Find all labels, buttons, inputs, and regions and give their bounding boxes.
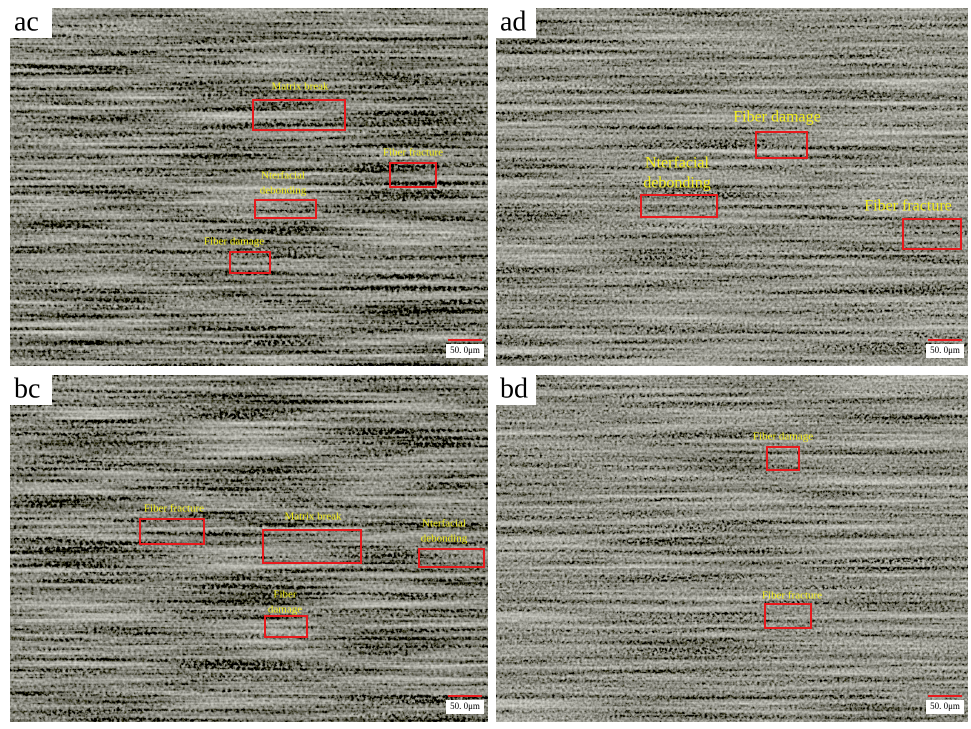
annotation-label: Fiber damage: [204, 236, 264, 248]
scale-bar-label: 50. 0μm: [930, 701, 960, 711]
annotation-label: Matrix break: [271, 81, 329, 93]
micrograph: [496, 8, 968, 366]
annotation-label: debonding: [260, 185, 307, 197]
annotation-label: Nterfacial: [261, 170, 305, 182]
figure: ac Matrix break Fiber fracture Nterfacial de…: [0, 0, 971, 729]
annotation-label: debonding: [643, 175, 711, 192]
scale-bar-label: 50. 0μm: [450, 701, 480, 711]
scale-bar-label: 50. 0μm: [930, 345, 960, 355]
annotation-label: Fiber fracture: [383, 147, 443, 159]
micrograph-panel: ac Matrix break Fiber fracture Nterfacial de…: [10, 6, 488, 366]
annotation-label: Nterfacial: [422, 518, 466, 530]
annotation-label: Fiber fracture: [144, 503, 204, 515]
micrograph-panel: bc Fiber fracture Matrix break Nterfacial de…: [10, 373, 488, 722]
annotation-label: Fiber damage: [733, 109, 821, 126]
annotation-label: Fiber fracture: [762, 590, 822, 602]
annotation-label: damage: [268, 604, 302, 616]
micrograph-panel: ad Fiber damage Nterfacial debonding Fiber f…: [496, 6, 968, 366]
panel-label: ac: [14, 6, 39, 37]
panel-label: ad: [500, 6, 526, 37]
annotation-label: Fiber fracture: [864, 198, 952, 215]
panel-label: bc: [14, 373, 40, 404]
annotation-label: Matrix break: [284, 511, 342, 523]
micrograph: [10, 375, 488, 722]
annotation-label: Fiber damage: [753, 431, 813, 443]
annotation-label: Fiber: [273, 589, 297, 601]
scale-bar-label: 50. 0μm: [450, 345, 480, 355]
micrograph-panel: bd Fiber damage Fiber fracture 50. 0μm: [496, 373, 968, 722]
micrograph: [496, 375, 968, 722]
annotation-label: Nterfacial: [645, 155, 710, 172]
panel-label: bd: [500, 373, 528, 404]
annotation-label: debonding: [421, 533, 468, 545]
